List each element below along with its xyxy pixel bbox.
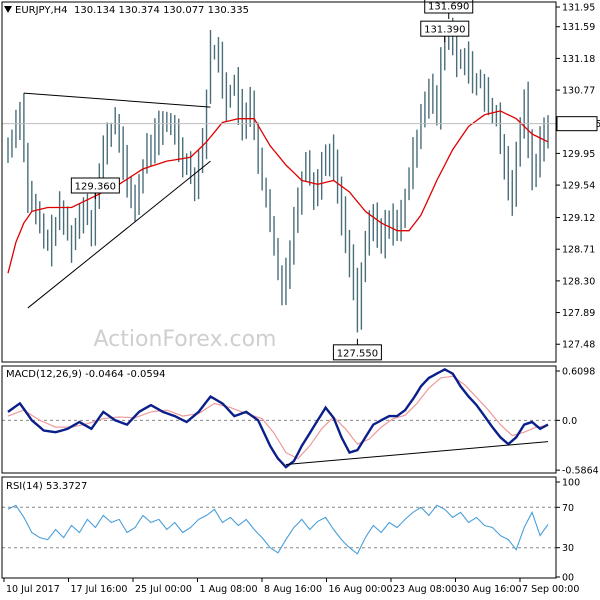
annotation-label: 127.550 [337, 348, 378, 359]
header-layer: EURJPY,H4 130.134 130.374 130.077 130.33… [4, 5, 249, 16]
macd-axis-tick-label: -0.5864 [562, 466, 599, 477]
chart-symbol-title: EURJPY,H4 [15, 5, 68, 16]
macd-title: MACD(12,26,9) -0.0464 -0.0594 [6, 369, 166, 380]
panel-frame [1, 476, 557, 579]
price-panel: 131.390 131.690 127.550 129.360 [2, 0, 556, 361]
x-axis-tick-label: 17 Jul 16:00 [71, 584, 128, 595]
annotation-label: 131.690 [428, 1, 469, 12]
rsi-line [7, 504, 549, 555]
price-axis-tick-label: 127.48 [562, 340, 595, 351]
panel-frame [1, 365, 557, 474]
rsi-axis-tick-label: 30 [562, 543, 574, 554]
annotation-box [332, 344, 382, 361]
rsi-axis-tick-label: 70 [562, 503, 574, 514]
collapse-triangle-icon[interactable] [4, 6, 12, 13]
price-axis-tick-label: 129.12 [562, 213, 595, 224]
annotation-label: 129.360 [75, 181, 116, 192]
price-axis-tick-label: 130.77 [562, 86, 595, 97]
x-axis-tick-label: 30 Aug 16:00 [458, 584, 522, 595]
x-axis-tick-label: 10 Jul 2017 [6, 584, 60, 595]
price-axis-tick-label: 129.95 [562, 149, 595, 160]
rsi-panel: RSI(14) 53.3727 [2, 481, 556, 555]
chart-ohlc-values: 130.134 130.374 130.077 130.335 [74, 5, 249, 16]
price-axis-tick-label: 128.71 [562, 245, 595, 256]
macd-main-line [7, 368, 549, 469]
x-axis-tick-label: 1 Aug 08:00 [200, 584, 258, 595]
macd-signal-line [7, 375, 549, 460]
x-axis-tick-label: 7 Sep 00:00 [522, 584, 579, 595]
current-price-tag [556, 116, 598, 132]
rsi-axis-tick-label: 100 [562, 478, 580, 489]
rsi-title: RSI(14) 53.3727 [6, 481, 87, 492]
x-axis-tick-label: 23 Aug 08:00 [393, 584, 457, 595]
price-axis-tick-label: 131.59 [562, 22, 595, 33]
macd-trendline [285, 441, 549, 466]
x-axis-tick-label: 25 Jul 00:00 [135, 584, 192, 595]
panel-frame [1, 1, 557, 363]
watermark-layer: ActionForex.com [94, 327, 277, 352]
price-axis-tick-label: 131.18 [562, 54, 595, 65]
price-axis-tick-label: 127.89 [562, 308, 595, 319]
annotation-box [424, 0, 474, 14]
price-axis-tick-label: 128.30 [562, 276, 595, 287]
macd-axis-tick-label: 0.6098 [562, 367, 595, 378]
watermark-text: ActionForex.com [94, 327, 277, 352]
price-axis-tick-label: 129.54 [562, 181, 595, 192]
x-axis-tick-label: 8 Aug 16:00 [264, 584, 322, 595]
annotation-box [420, 20, 470, 37]
macd-axis-tick-label: 0.0 [562, 416, 577, 427]
macd-panel: MACD(12,26,9) -0.0464 -0.0594 [2, 368, 556, 469]
x-axis-tick-label: 16 Aug 00:00 [329, 584, 393, 595]
price-trendline [27, 160, 211, 309]
price-axis-tick-label: 131.95 [562, 3, 595, 14]
annotation-label: 131.390 [424, 25, 465, 36]
rsi-axis-tick-label: 00 [562, 573, 574, 584]
annotation-box [70, 177, 120, 194]
price-trendline [23, 92, 211, 108]
moving-average-line [7, 110, 549, 274]
